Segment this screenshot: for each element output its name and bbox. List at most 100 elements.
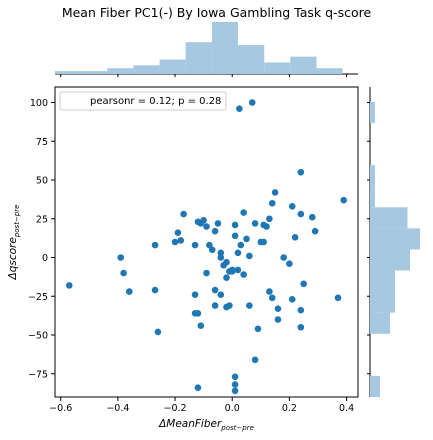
scatter-point — [120, 269, 127, 277]
top-histogram-bar — [237, 45, 265, 74]
y-tick-label: −50 — [28, 331, 48, 342]
scatter-point — [231, 381, 239, 388]
top-marginal-histogram — [55, 22, 358, 77]
scatter-point — [191, 291, 199, 299]
scatter-point — [274, 305, 282, 312]
scatter-point — [236, 105, 243, 112]
scatter-point — [286, 260, 293, 268]
scatter-point — [217, 249, 225, 257]
top-histogram-bar — [133, 65, 160, 74]
scatter-point — [208, 246, 216, 254]
scatter-point — [240, 271, 247, 278]
scatter-point — [226, 302, 233, 309]
scatter-point — [268, 199, 276, 207]
scatter-point — [260, 238, 267, 246]
top-histogram-bar — [211, 22, 238, 74]
scatter-point — [231, 221, 239, 229]
scatter-point — [191, 241, 199, 249]
scatter-point — [223, 274, 230, 281]
scatter-point — [234, 249, 242, 257]
scatter-point — [251, 356, 259, 364]
right-histogram-bar — [370, 249, 410, 271]
right-histogram-bar — [370, 207, 408, 229]
scatter-point — [334, 294, 342, 302]
scatter-point — [297, 306, 305, 314]
top-histogram-bar — [55, 71, 82, 74]
right-histogram-bar — [370, 165, 375, 187]
scatter-point — [228, 268, 236, 275]
x-tick-label: −0.6 — [49, 403, 72, 414]
x-axis-label-main: ΔMeanFiber — [158, 418, 222, 430]
scatter-point — [288, 296, 296, 303]
scatter-point — [254, 325, 262, 333]
scatter-point — [268, 294, 276, 302]
y-tick-label: 50 — [36, 176, 48, 187]
right-histogram-bar — [370, 228, 420, 250]
top-histogram-bar — [159, 59, 186, 74]
scatter-point — [180, 210, 187, 218]
scatter-points — [65, 99, 348, 395]
scatter-point — [271, 189, 279, 196]
scatter-point — [291, 234, 299, 241]
y-tick-label: 25 — [36, 214, 48, 225]
y-axis-label-subscript: post−pre — [13, 205, 21, 239]
y-tick-label: −25 — [28, 292, 48, 303]
scatter-point — [243, 235, 250, 243]
scatter-point — [297, 323, 305, 331]
right-histogram-bar — [370, 270, 395, 292]
top-histogram-bar — [290, 56, 317, 74]
scatter-point — [151, 241, 159, 249]
chart-title: Mean Fiber PC1(-) By Iowa Gambling Task … — [61, 5, 372, 20]
scatter-point — [197, 322, 205, 330]
scatter-point — [200, 217, 207, 224]
scatter-point — [274, 316, 282, 323]
x-tick-label: 0.4 — [339, 403, 354, 414]
scatter-point — [297, 210, 305, 218]
scatter-point — [174, 229, 182, 236]
scatter-point — [154, 328, 162, 336]
scatter-point — [311, 227, 319, 235]
scatter-point — [211, 302, 219, 309]
x-axis-ticks: −0.6 −0.4 −0.2 0.0 0.2 0.4 — [49, 397, 354, 414]
scatter-point — [246, 302, 253, 309]
scatter-point — [234, 266, 242, 274]
scatter-point — [300, 280, 307, 288]
y-axis-label-main: Δqscore — [7, 237, 19, 280]
y-tick-label: 75 — [36, 137, 48, 148]
y-tick-label: 0 — [42, 253, 48, 264]
right-histogram-bar — [370, 312, 390, 334]
scatter-point — [217, 291, 225, 299]
right-histogram-bar — [370, 291, 395, 313]
scatter-point — [151, 286, 159, 294]
legend: pearsonr = 0.12; p = 0.28 — [59, 91, 227, 111]
scatter-point — [297, 168, 305, 176]
right-histogram-bar — [370, 186, 375, 208]
x-tick-label: −0.2 — [164, 403, 187, 414]
y-axis-label: Δqscorepost−pre — [7, 205, 21, 281]
scatter-point — [308, 213, 316, 221]
scatter-point — [203, 223, 210, 230]
top-histogram-bar — [264, 62, 291, 74]
x-tick-label: 0.2 — [282, 403, 297, 414]
scatter-point — [211, 286, 219, 294]
legend-label: pearsonr = 0.12; p = 0.28 — [90, 96, 221, 107]
scatter-point — [217, 254, 225, 261]
plot-area-frame — [54, 86, 359, 398]
scatter-point — [266, 288, 273, 295]
scatter-point — [288, 203, 296, 210]
x-tick-label: −0.4 — [106, 403, 129, 414]
scatter-point — [248, 99, 256, 106]
scatter-point — [263, 223, 270, 230]
top-histogram-bar — [316, 68, 343, 74]
x-axis-label-subscript: post−pre — [220, 424, 254, 432]
y-tick-label: −75 — [28, 369, 48, 380]
scatter-point — [266, 215, 273, 223]
scatter-point — [251, 220, 259, 227]
scatter-point — [240, 209, 247, 216]
scatter-point — [117, 254, 125, 261]
scatter-point — [211, 227, 219, 235]
legend-box — [59, 91, 227, 111]
scatter-point — [214, 220, 222, 227]
y-tick-label: 100 — [30, 98, 48, 109]
